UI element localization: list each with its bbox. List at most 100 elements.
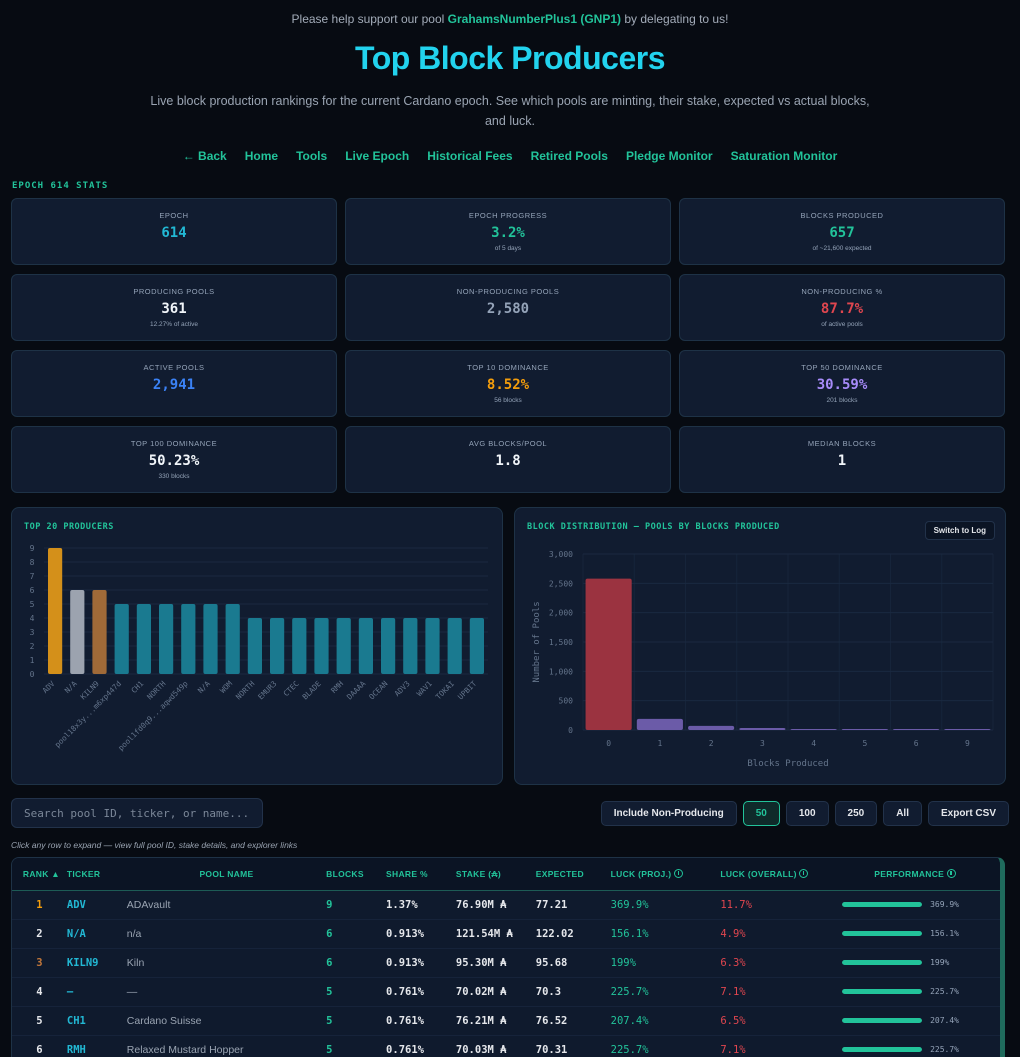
nav-pledge-monitor[interactable]: Pledge Monitor — [625, 149, 713, 163]
bar-ctec — [292, 618, 307, 674]
table-row[interactable]: 4— —5 0.761% 70.02M ₳ 70.3 225.7% 7.1% 225.7% — [12, 977, 1000, 1007]
stat-value: 2,580 — [486, 301, 530, 317]
x-tick-label: TOKAI — [434, 679, 456, 701]
nav-live-epoch[interactable]: Live Epoch — [345, 149, 410, 163]
stat-label: BLOCKS PRODUCED — [800, 211, 884, 220]
table-row[interactable]: 2 N/A n/a 6 0.913% 121.54M ₳ 122.02 156.1% 4.9% 1… — [12, 919, 1000, 949]
bar-tokai — [447, 618, 462, 674]
page-title: Top Block Producers — [355, 40, 665, 76]
stat-subtext: 201 blocks — [826, 397, 858, 404]
info-icon[interactable] — [799, 868, 809, 878]
cell-blocks: 5 — [326, 977, 387, 1007]
info-icon[interactable] — [674, 868, 684, 878]
column-header-share[interactable]: SHARE % — [386, 858, 456, 891]
performance-indicator: 156.1% — [830, 929, 1000, 938]
nav-tools[interactable]: Tools — [296, 149, 328, 163]
bar-blocks-6 — [893, 729, 940, 730]
table-row[interactable]: 3 KILN9 Kiln 6 0.913% 95.30M ₳ 95.68 199% 6.3% 19… — [12, 948, 1000, 978]
y-tick-label: 1,000 — [549, 667, 573, 676]
y-tick-label: 8 — [30, 558, 35, 567]
performance-value: 199% — [930, 958, 950, 967]
table-controls: Include Non-Producing 50100250AllExport … — [11, 798, 1009, 828]
nav-retired-pools[interactable]: Retired Pools — [530, 149, 608, 163]
stat-card-epoch-progress: EPOCH PROGRESS 3.2% of 5 days — [345, 198, 671, 265]
producers-table: RANK ▲ TICKER POOL NAME BLOCKS SHARE % STAKE … — [12, 858, 1000, 1057]
table-header-row: RANK ▲ TICKER POOL NAME BLOCKS SHARE % STAKE … — [12, 858, 1000, 891]
stat-card-top-50-dominance: TOP 50 DOMINANCE 30.59% 201 blocks — [679, 350, 1005, 417]
column-header-ticker[interactable]: TICKER — [66, 858, 127, 891]
switch-to-log-button[interactable]: Switch to Log — [924, 521, 995, 540]
column-header-performance[interactable]: PERFORMANCE — [830, 858, 1000, 891]
x-tick-label: EMUR3 — [256, 679, 278, 701]
cell-expected: 77.21 — [535, 890, 611, 920]
bar-blocks-3 — [739, 727, 786, 730]
column-header-pool-name[interactable]: POOL NAME — [126, 858, 327, 891]
nav-home[interactable]: Home — [244, 149, 279, 163]
cell-ticker: RMH — [66, 1035, 127, 1057]
nav-historical-fees[interactable]: Historical Fees — [427, 149, 513, 163]
page-size-100-button[interactable]: 100 — [785, 800, 829, 826]
stat-value: 8.52% — [486, 377, 530, 393]
y-tick-label: 0 — [568, 726, 573, 735]
x-tick-label: RMH — [329, 679, 345, 695]
y-tick-label: 9 — [30, 544, 35, 553]
cell-performance: 225.7% — [830, 977, 1000, 1007]
x-tick-label: 3 — [760, 739, 765, 748]
page-size-all-button[interactable]: All — [883, 800, 922, 826]
performance-bar — [842, 1047, 923, 1052]
export-csv-button[interactable]: Export CSV — [927, 800, 1009, 826]
column-header-blocks[interactable]: BLOCKS — [326, 858, 387, 891]
stat-subtext: of active pools — [821, 321, 863, 328]
bar-pool1fd0q9-aqwd549p — [181, 604, 196, 674]
bar-blocks-9 — [944, 729, 991, 730]
x-tick-label: NORTH — [234, 679, 257, 702]
cell-pool-name: Cardano Suisse — [126, 1006, 327, 1036]
producers-table-container[interactable]: RANK ▲ TICKER POOL NAME BLOCKS SHARE % STAKE … — [11, 857, 1005, 1057]
cell-rank: 6 — [12, 1035, 67, 1057]
page-size-50-button[interactable]: 50 — [742, 800, 780, 826]
stat-value: 657 — [829, 225, 855, 241]
support-pool-link[interactable]: GrahamsNumberPlus1 (GNP1) — [447, 12, 622, 26]
bar-ch1 — [136, 604, 152, 674]
cell-performance: 199% — [830, 948, 1000, 978]
stat-label: TOP 50 DOMINANCE — [801, 363, 883, 372]
column-header-luck-proj[interactable]: LUCK (PROJ.) — [610, 858, 721, 891]
column-header-expected[interactable]: EXPECTED — [535, 858, 611, 891]
table-row[interactable]: 5 CH1 Cardano Suisse 5 0.761% 76.21M ₳ 76.52 20… — [12, 1006, 1000, 1036]
cell-ticker: CH1 — [66, 1006, 127, 1036]
y-tick-label: 5 — [30, 600, 35, 609]
stat-label: NON-PRODUCING POOLS — [456, 287, 560, 296]
cell-luck-projected: 199% — [610, 948, 721, 978]
cell-performance: 156.1% — [830, 919, 1000, 949]
x-tick-label: CTEC — [282, 679, 301, 698]
bar-north — [158, 604, 174, 674]
column-header-rank[interactable]: RANK ▲ — [12, 858, 67, 891]
nav-back[interactable]: ← Back — [182, 149, 227, 163]
page-size-250-button[interactable]: 250 — [834, 800, 878, 826]
top-producers-title: TOP 20 PRODUCERS — [24, 522, 114, 532]
stat-label: AVG BLOCKS/POOL — [468, 439, 548, 448]
x-tick-label: ADV3 — [393, 679, 412, 698]
stat-label: TOP 100 DOMINANCE — [130, 439, 218, 448]
cell-luck-overall: 7.1% — [720, 977, 831, 1007]
bar-blocks-4 — [790, 729, 837, 730]
info-icon[interactable] — [946, 868, 956, 878]
performance-bar — [842, 989, 923, 994]
cell-share: 1.37% — [386, 890, 456, 920]
x-tick-label: N/A — [196, 679, 212, 695]
include-non-producing-button[interactable]: Include Non-Producing — [600, 800, 737, 826]
nav-saturation-monitor[interactable]: Saturation Monitor — [730, 149, 838, 163]
column-header-stake[interactable]: STAKE (₳) — [455, 858, 536, 891]
table-row[interactable]: 1 ADV ADAvault 9 1.37% 76.90M ₳ 77.21 369.9% 11.… — [12, 890, 1000, 920]
table-row[interactable]: 6 RMH Relaxed Mustard Hopper 5 0.761% 70.03M … — [12, 1035, 1000, 1057]
column-header-luck-overall[interactable]: LUCK (OVERALL) — [720, 858, 831, 891]
bar-wom — [225, 604, 240, 674]
stat-label: MEDIAN BLOCKS — [807, 439, 877, 448]
bar-daaaa — [358, 618, 374, 674]
charts-row: TOP 20 PRODUCERS 0 1 2 3 4 5 6 7 8 9 ADV N/A KILN9 po… — [11, 507, 1020, 785]
cell-expected: 122.02 — [535, 919, 611, 949]
x-tick-label: 6 — [914, 739, 919, 748]
bar-blocks-1 — [636, 718, 683, 730]
search-input[interactable] — [11, 798, 263, 828]
